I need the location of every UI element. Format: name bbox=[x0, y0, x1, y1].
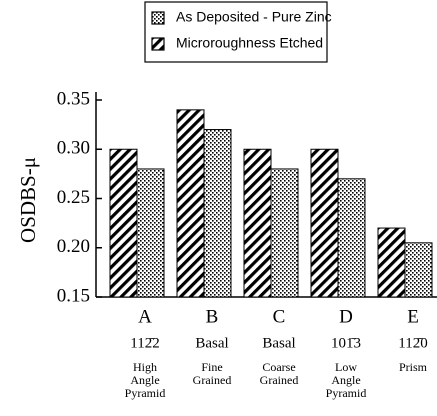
bar bbox=[203, 129, 232, 298]
bar bbox=[310, 148, 339, 298]
category-description: Fine bbox=[201, 360, 222, 374]
category-note: Basal bbox=[195, 335, 228, 351]
bar bbox=[377, 227, 406, 298]
category-description: High bbox=[133, 360, 157, 374]
y-axis-label: OSDBS-μ bbox=[16, 157, 40, 243]
legend-swatch bbox=[151, 37, 165, 51]
y-tick-label: 0.25 bbox=[57, 187, 90, 208]
x-tick-label: B bbox=[206, 306, 219, 327]
bar bbox=[404, 242, 433, 298]
x-tick-label: D bbox=[339, 306, 353, 327]
bar bbox=[243, 148, 272, 298]
category-description: Pyramid bbox=[326, 386, 367, 400]
category-description: Angle bbox=[130, 373, 159, 387]
x-tick-label: A bbox=[138, 306, 152, 327]
y-tick-label: 0.30 bbox=[57, 138, 90, 159]
category-description: Grained bbox=[260, 373, 299, 387]
category-description: Low bbox=[335, 360, 357, 374]
y-tick-label: 0.20 bbox=[57, 236, 90, 257]
bar bbox=[270, 168, 299, 298]
category-description: Prism bbox=[399, 360, 428, 374]
category-note: 101̄3 bbox=[331, 335, 361, 351]
y-tick-label: 0.35 bbox=[57, 88, 90, 109]
category-note: 112̄2 bbox=[130, 335, 159, 351]
category-description: Pyramid bbox=[125, 386, 166, 400]
legend-box bbox=[144, 1, 328, 63]
bar bbox=[136, 168, 165, 298]
category-note: 112̄0 bbox=[398, 335, 427, 351]
category-note: Basal bbox=[262, 335, 295, 351]
y-tick-label: 0.15 bbox=[57, 285, 90, 306]
category-description: Coarse bbox=[262, 360, 295, 374]
legend-label: Microroughness Etched bbox=[176, 35, 323, 51]
bar bbox=[176, 109, 205, 298]
bar bbox=[337, 178, 366, 298]
x-tick-label: C bbox=[273, 306, 286, 327]
legend-label: As Deposited - Pure Zinc bbox=[176, 9, 332, 25]
legend-swatch bbox=[151, 11, 165, 25]
x-tick-label: E bbox=[407, 306, 419, 327]
bar bbox=[109, 148, 138, 298]
category-description: Grained bbox=[193, 373, 232, 387]
category-description: Angle bbox=[331, 373, 360, 387]
